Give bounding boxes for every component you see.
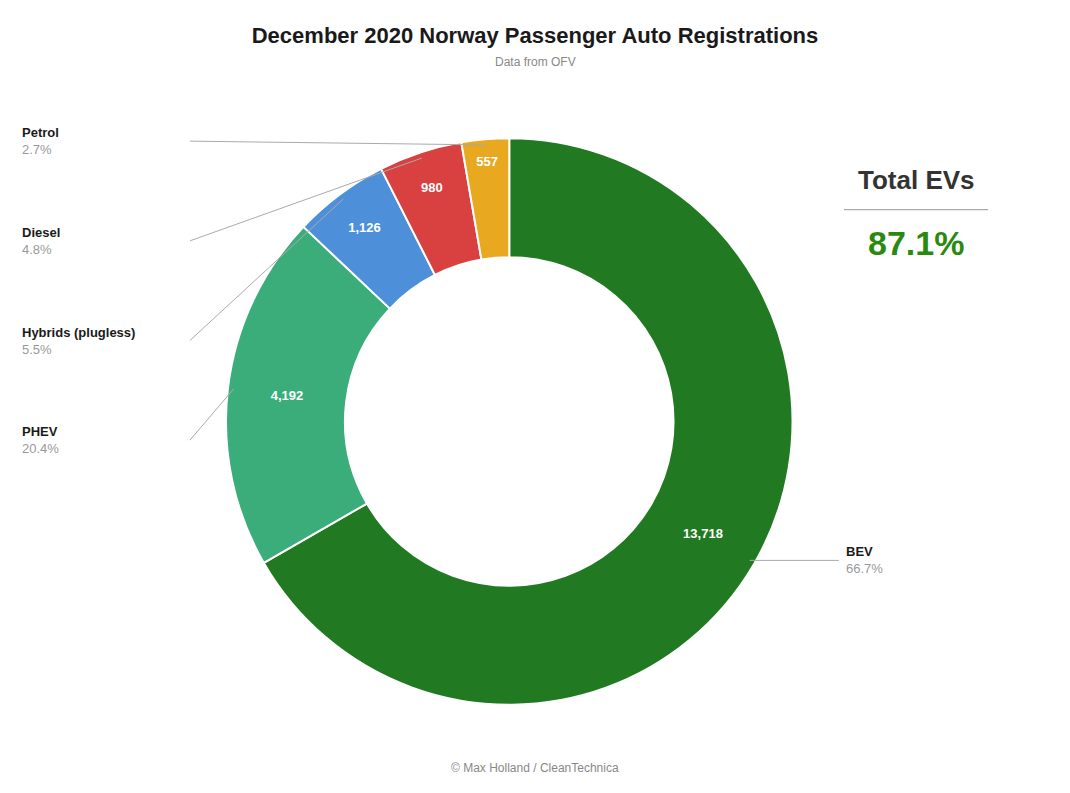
svg-text:Petrol2.7%: Petrol2.7%: [22, 125, 59, 157]
svg-text:Data from OFV: Data from OFV: [495, 55, 576, 69]
svg-text:BEV66.7%: BEV66.7%: [846, 544, 883, 576]
svg-text:Total EVs: Total EVs: [858, 165, 975, 195]
svg-text:Diesel4.8%: Diesel4.8%: [22, 225, 60, 257]
svg-text:1,126: 1,126: [348, 220, 381, 235]
svg-text:980: 980: [421, 180, 443, 195]
svg-text:4,192: 4,192: [271, 388, 304, 403]
svg-text:December 2020 Norway Passenger: December 2020 Norway Passenger Auto Regi…: [252, 23, 819, 48]
svg-text:87.1%: 87.1%: [868, 224, 964, 262]
svg-text:557: 557: [476, 154, 498, 169]
svg-text:PHEV20.4%: PHEV20.4%: [22, 424, 59, 456]
svg-text:Hybrids (plugless)5.5%: Hybrids (plugless)5.5%: [22, 325, 135, 357]
svg-text:© Max Holland / CleanTechnica: © Max Holland / CleanTechnica: [451, 761, 619, 775]
svg-text:13,718: 13,718: [683, 526, 723, 541]
